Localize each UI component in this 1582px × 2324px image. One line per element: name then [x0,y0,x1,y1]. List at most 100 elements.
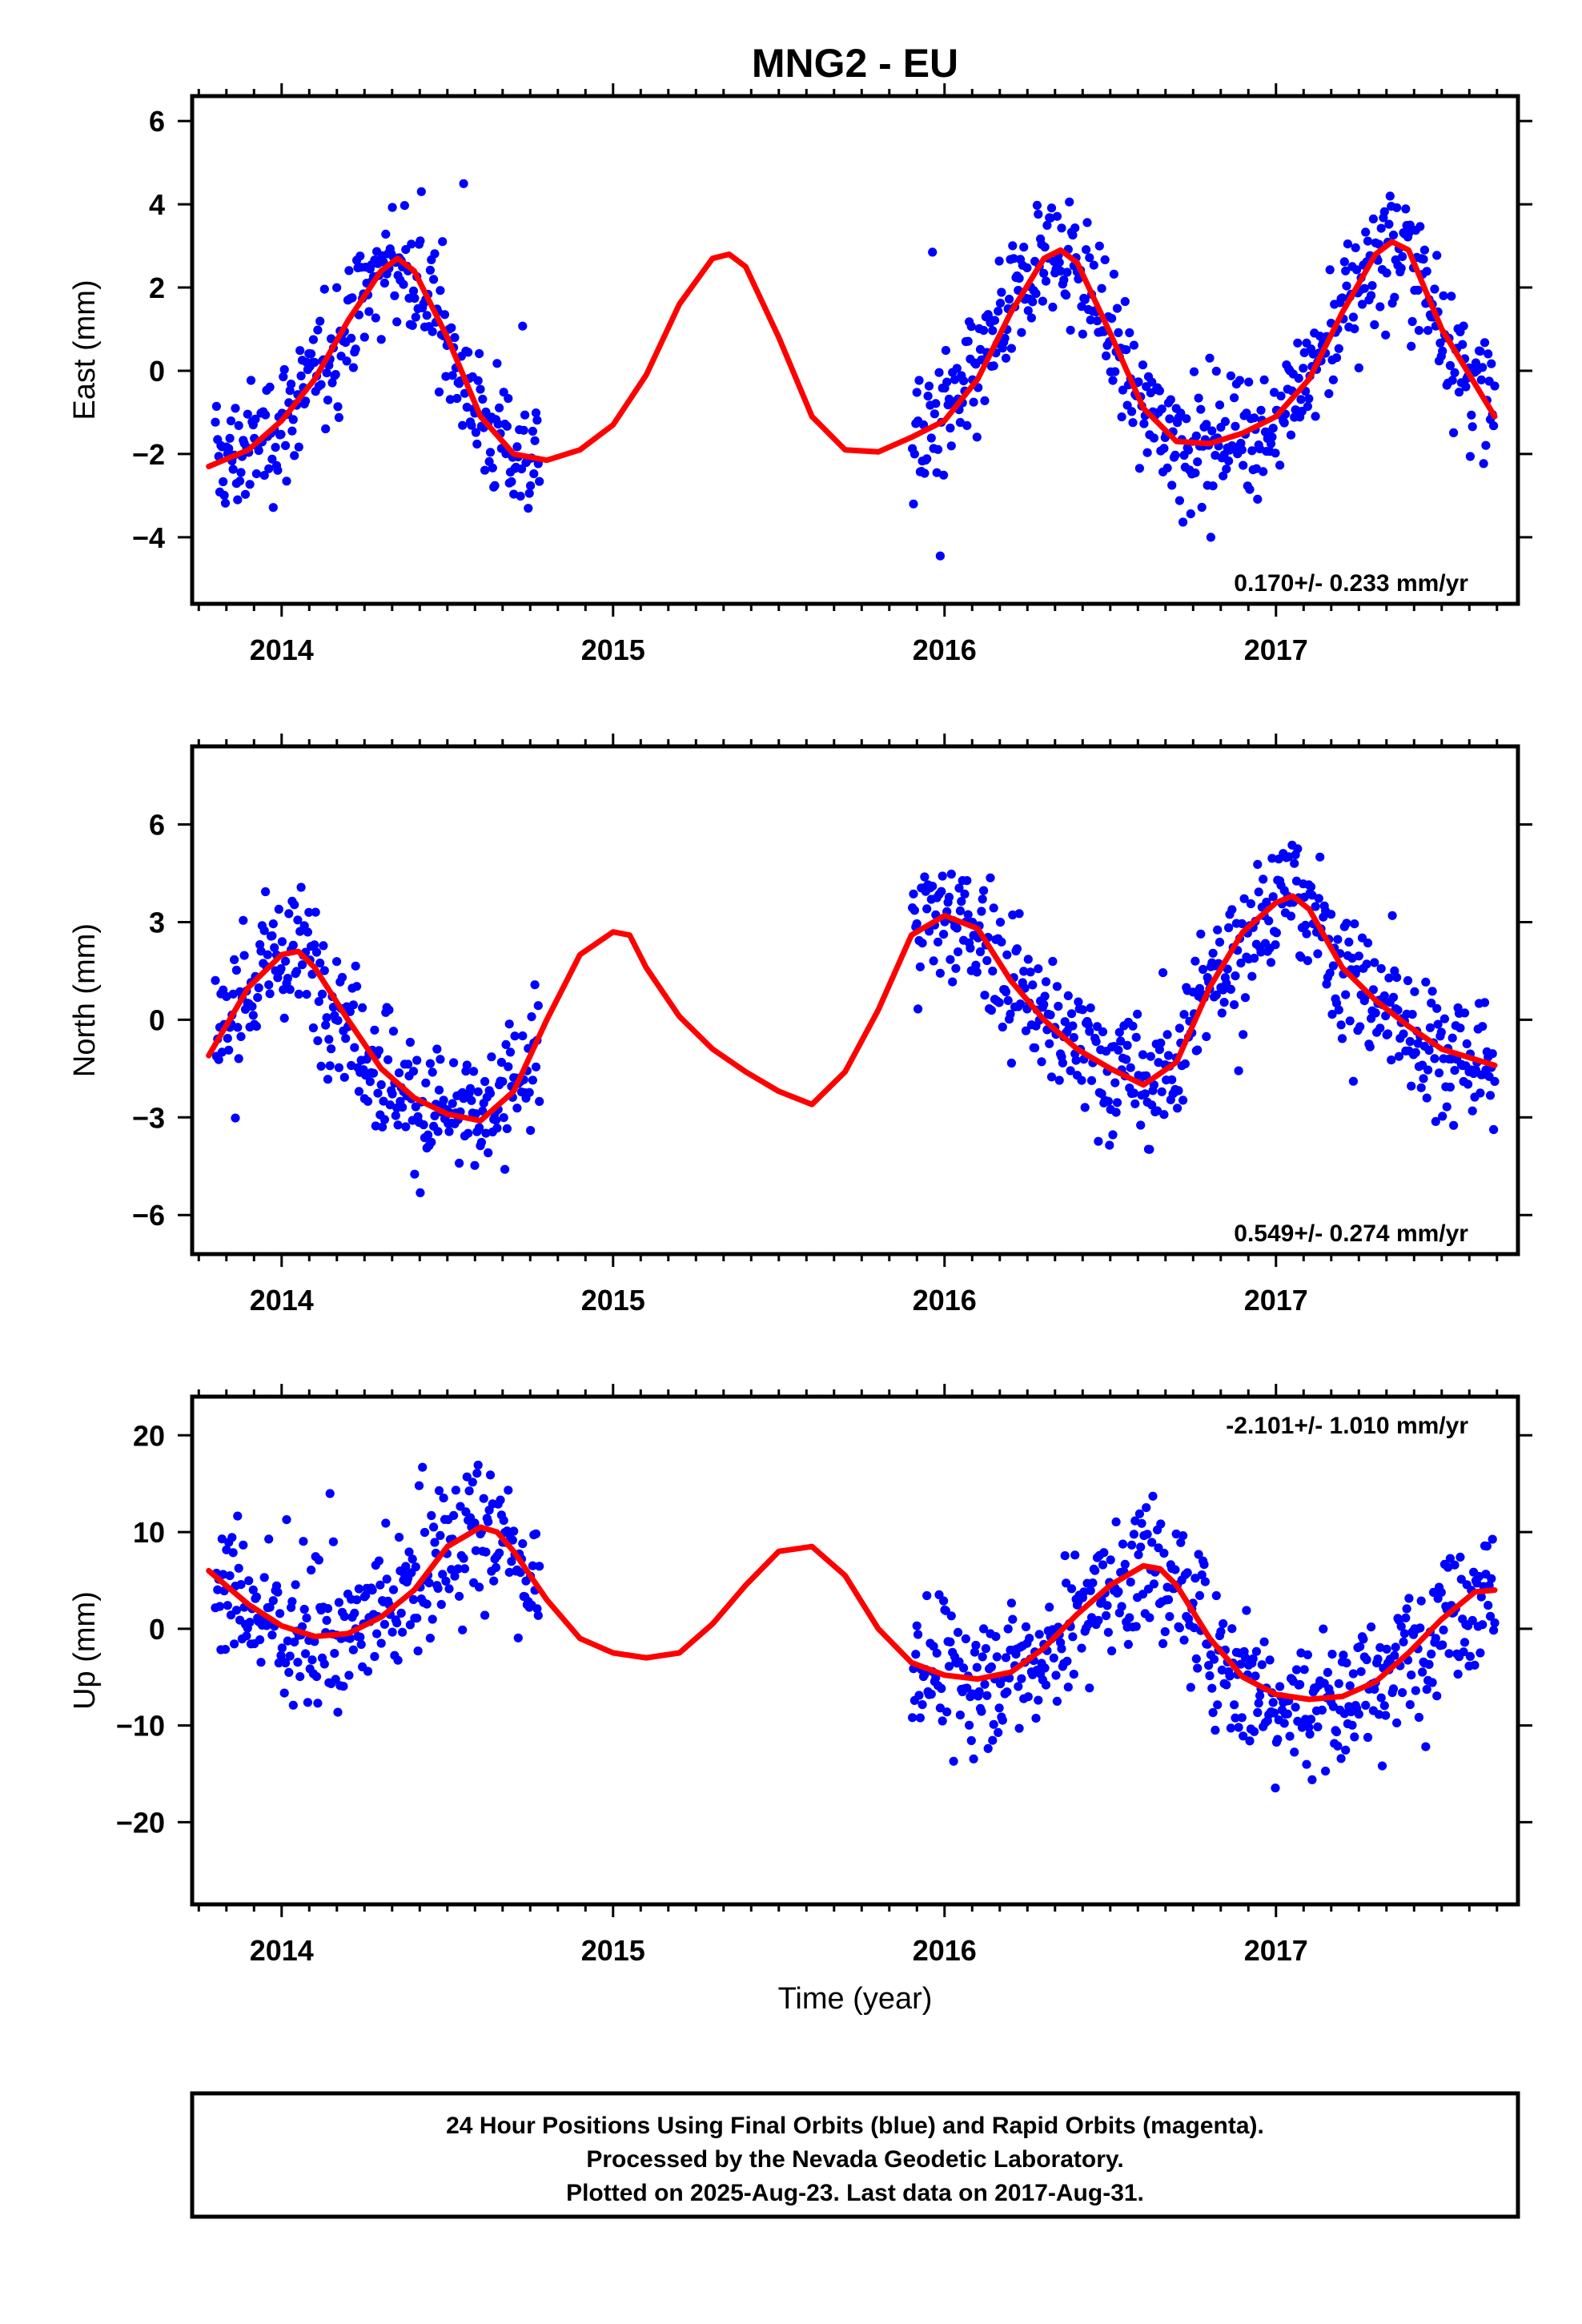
data-point [1251,1647,1261,1656]
data-point [937,887,946,896]
data-point [504,393,513,404]
data-point [458,1625,468,1634]
data-point [1354,1709,1363,1719]
data-point [1147,1100,1157,1110]
data-point [1470,1660,1480,1670]
data-point [1319,1624,1328,1634]
data-point [302,990,311,999]
data-point [1341,990,1351,999]
data-point [1040,1663,1050,1673]
data-point [242,1631,251,1641]
data-point [1022,263,1032,272]
data-point [1242,1606,1251,1615]
data-point [223,1601,232,1610]
data-point [530,980,540,990]
data-point [1299,348,1309,357]
data-point [384,1005,394,1015]
data-point [1191,956,1200,966]
data-point [1348,1076,1358,1086]
data-point [917,1700,927,1710]
data-point [287,380,296,389]
x-tick-label: 2014 [250,1934,314,1967]
data-point [1090,1566,1100,1575]
data-point [385,1100,395,1110]
data-point [1345,1681,1355,1691]
data-point [911,1650,921,1659]
data-point [1410,987,1419,996]
data-point [459,1094,468,1104]
data-point [317,989,327,999]
data-point [470,1518,480,1528]
data-point [974,1687,984,1697]
data-point [954,1657,964,1667]
data-point [1211,451,1220,460]
data-point [1286,911,1296,921]
data-point [268,503,278,513]
data-point [983,1743,993,1753]
data-point [1146,1051,1155,1061]
data-point [1265,1655,1275,1665]
data-point [1083,1020,1093,1030]
data-point [935,1703,945,1713]
y-tick-label: 6 [149,809,165,842]
data-point [413,1647,423,1656]
data-point [1057,223,1066,233]
data-point [1460,1008,1470,1018]
data-point [1162,463,1172,473]
data-point [462,1472,472,1482]
data-point [1253,494,1263,505]
data-point [526,1126,536,1136]
data-point [1251,1671,1260,1681]
data-point [400,201,409,211]
data-point [484,1517,493,1526]
data-point [1023,955,1033,964]
data-point [1211,366,1221,376]
data-point [957,897,966,907]
data-point [449,1510,459,1520]
plot-frame [190,1394,1520,1907]
data-point [279,364,289,375]
data-point [1362,1655,1371,1665]
data-point [1371,1008,1380,1018]
data-point [495,403,504,412]
data-point [1086,1003,1095,1013]
data-point [330,1649,339,1659]
data-point [1031,1714,1041,1723]
data-point [915,962,925,971]
data-point [915,1713,925,1723]
data-point [1114,1045,1123,1055]
data-point [920,872,930,882]
y-tick-label: 3 [149,906,165,939]
data-point [1094,1136,1103,1146]
data-point [524,489,534,498]
data-point [464,348,473,357]
data-point [1301,920,1311,930]
data-point [480,1076,490,1087]
data-point [1041,276,1051,286]
data-point [1122,345,1131,355]
data-point [1271,940,1280,950]
data-point [344,266,354,275]
data-point [332,957,342,967]
data-point [355,251,365,261]
data-point [531,1062,541,1072]
data-point [1100,255,1110,264]
data-point [1136,1120,1146,1130]
data-point [231,965,241,975]
data-point [1107,1646,1117,1656]
data-point [1226,371,1235,380]
data-point [982,955,992,966]
data-point [382,1574,391,1584]
data-point [1467,410,1476,420]
data-point [1213,925,1223,935]
data-point [914,376,924,385]
data-point [363,1096,373,1106]
data-point [1296,1648,1306,1658]
data-point [1002,1687,1012,1697]
data-point [450,332,460,343]
data-point [502,1526,512,1536]
data-point [313,1699,323,1708]
data-point [1379,1701,1389,1711]
y-tick-label: −2 [132,438,165,471]
data-point [301,1649,311,1659]
